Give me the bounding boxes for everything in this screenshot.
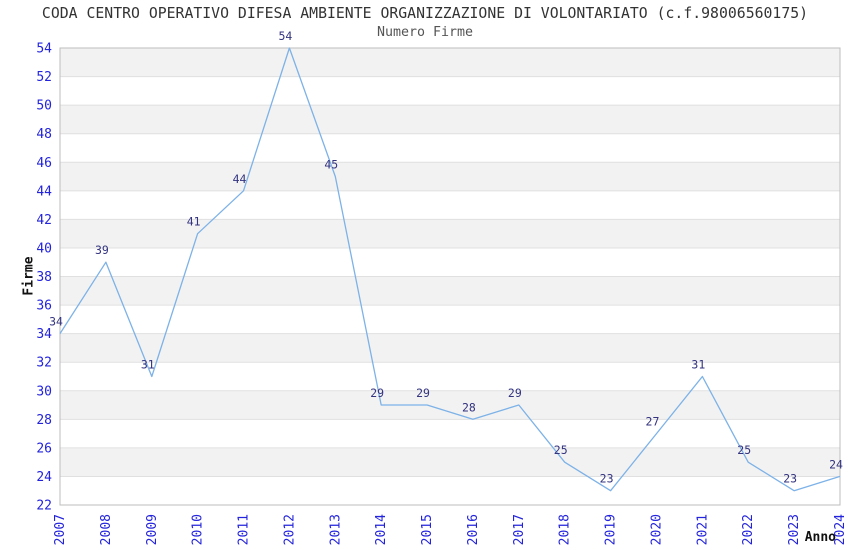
plot-band: [60, 162, 840, 191]
x-tick-label: 2017: [512, 514, 527, 545]
point-label: 44: [233, 172, 247, 186]
plot-band: [60, 419, 840, 448]
y-tick-label: 40: [36, 241, 52, 256]
x-tick-label: 2018: [558, 514, 573, 545]
point-label: 31: [691, 357, 705, 371]
x-tick-label: 2020: [649, 514, 664, 545]
x-axis-title: Anno: [804, 530, 836, 545]
plot-band: [60, 247, 840, 277]
plot-band: [60, 305, 840, 334]
chart-subtitle: Numero Firme: [376, 25, 474, 40]
point-label: 27: [646, 415, 660, 429]
plot-band: [60, 48, 840, 77]
x-tick-label: 2010: [191, 514, 206, 545]
y-tick-label: 28: [36, 413, 52, 428]
x-tick-label: 2013: [328, 514, 343, 545]
point-label: 29: [416, 386, 430, 400]
point-label: 23: [600, 472, 614, 486]
x-tick-label: 2023: [787, 514, 802, 545]
point-label: 45: [324, 158, 338, 172]
y-tick-label: 48: [36, 127, 52, 142]
series-line: [59, 47, 841, 492]
y-tick-label: 32: [36, 356, 52, 371]
point-label: 41: [187, 215, 201, 229]
x-axis-tick-labels: 2007 2008 2009 2010 2011 2012 2013 2014 2015 2016…: [53, 514, 848, 545]
x-tick-label: 2019: [604, 514, 619, 545]
plot-band: [60, 390, 840, 420]
y-tick-label: 54: [36, 42, 52, 57]
y-tick-label: 30: [36, 384, 52, 399]
x-tick-label: 2016: [466, 514, 481, 545]
plot-band: [60, 333, 840, 363]
point-label: 29: [370, 386, 384, 400]
y-tick-label: 44: [36, 184, 52, 199]
x-tick-label: 2024: [833, 514, 848, 545]
x-tick-label: 2007: [53, 514, 68, 545]
point-label: 31: [141, 357, 155, 371]
plot-bands: [60, 48, 840, 505]
plot-band: [60, 190, 840, 220]
plot-band: [60, 76, 840, 106]
point-label: 28: [462, 400, 476, 414]
y-tick-label: 42: [36, 213, 52, 228]
y-tick-label: 36: [36, 299, 52, 314]
point-label: 54: [278, 29, 292, 43]
plot-band: [60, 105, 840, 134]
point-label: 25: [554, 443, 568, 457]
x-tick-label: 2012: [282, 514, 297, 545]
y-tick-label: 22: [36, 499, 52, 514]
x-tick-label: 2022: [741, 514, 756, 545]
x-tick-label: 2015: [420, 514, 435, 545]
chart-title: CODA CENTRO OPERATIVO DIFESA AMBIENTE OR…: [41, 5, 809, 22]
point-label: 24: [829, 457, 843, 471]
y-tick-label: 24: [36, 470, 52, 485]
plot-band: [60, 362, 840, 391]
y-tick-label: 50: [36, 99, 52, 114]
point-label: 39: [95, 243, 109, 257]
y-tick-label: 26: [36, 441, 52, 456]
point-label: 25: [737, 443, 751, 457]
plot-border: [59, 47, 841, 506]
point-label: 29: [508, 386, 522, 400]
point-label: 23: [783, 472, 797, 486]
x-tick-label: 2011: [237, 514, 252, 545]
y-tick-label: 52: [36, 70, 52, 85]
y-tick-label: 34: [36, 327, 52, 342]
y-tick-label: 38: [36, 270, 52, 285]
y-tick-label: 46: [36, 156, 52, 171]
point-labels: 34 39 31 41 44 54 45 29 29 28 29 25 23 27 31 25 23 24: [49, 29, 843, 486]
plot-band: [60, 276, 840, 306]
y-axis-title: Firme: [21, 256, 37, 296]
point-label: 34: [49, 315, 63, 329]
x-tick-label: 2009: [145, 514, 160, 545]
x-tick-label: 2021: [695, 514, 710, 545]
x-tick-label: 2008: [99, 514, 114, 545]
plot-band: [60, 133, 840, 163]
x-tick-label: 2014: [374, 514, 389, 545]
plot-band: [60, 476, 840, 505]
y-axis-tick-labels: 22 24 26 28 30 32 34 36 38 40 42 44 46 48 50 52 54: [36, 42, 52, 514]
plot-band: [60, 219, 840, 248]
plot-band: [60, 447, 840, 477]
